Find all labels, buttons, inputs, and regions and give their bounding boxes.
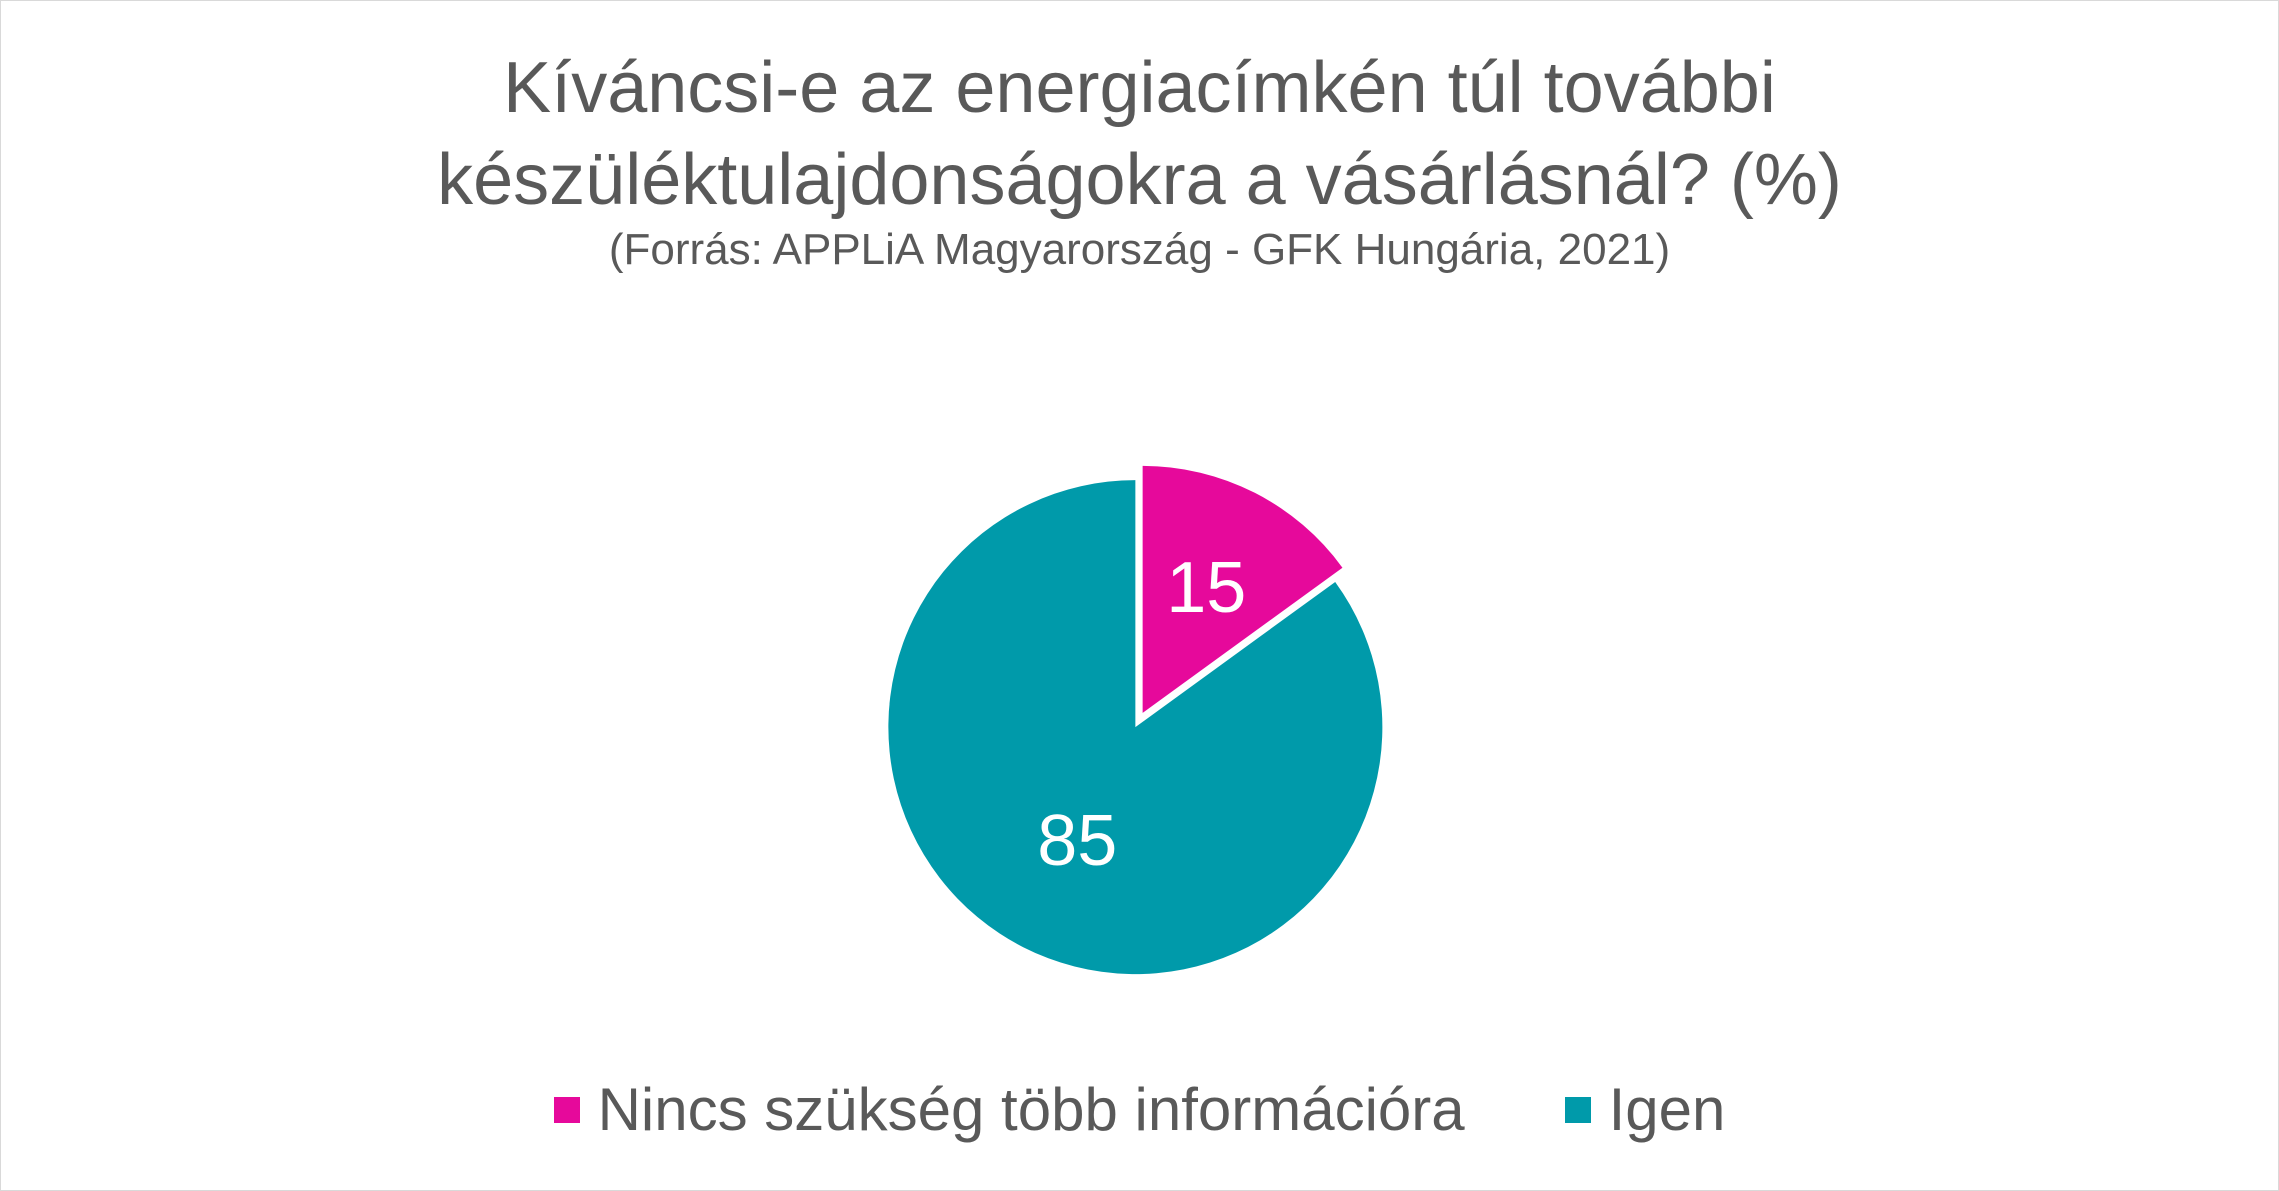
chart-legend: Nincs szükség több információra Igen [0,1075,2279,1144]
pie-data-label-1: 85 [1037,801,1117,881]
legend-item-igen: Igen [1564,1075,1726,1144]
legend-label-nincs: Nincs szükség több információra [597,1076,1465,1143]
pie-data-label-0: 15 [1166,548,1246,628]
pie-slice-0 [1142,465,1343,713]
legend-item-nincs: Nincs szükség több információra [553,1075,1465,1144]
legend-label-igen: Igen [1608,1076,1726,1143]
chart-title: Kíváncsi-e az energiacímkén túl további … [0,42,2279,226]
legend-swatch-nincs [553,1096,580,1123]
chart-title-line-2: készüléktulajdonságokra a vásárlásnál? (… [437,140,1842,220]
legend-swatch-igen [1564,1096,1591,1123]
pie-slices [888,465,1383,975]
chart-subtitle: (Forrás: APPLiA Magyarország - GFK Hungá… [608,225,1671,274]
chart-title-line-1: Kíváncsi-e az energiacímkén túl további [503,48,1776,128]
pie-slice-1 [888,480,1383,975]
